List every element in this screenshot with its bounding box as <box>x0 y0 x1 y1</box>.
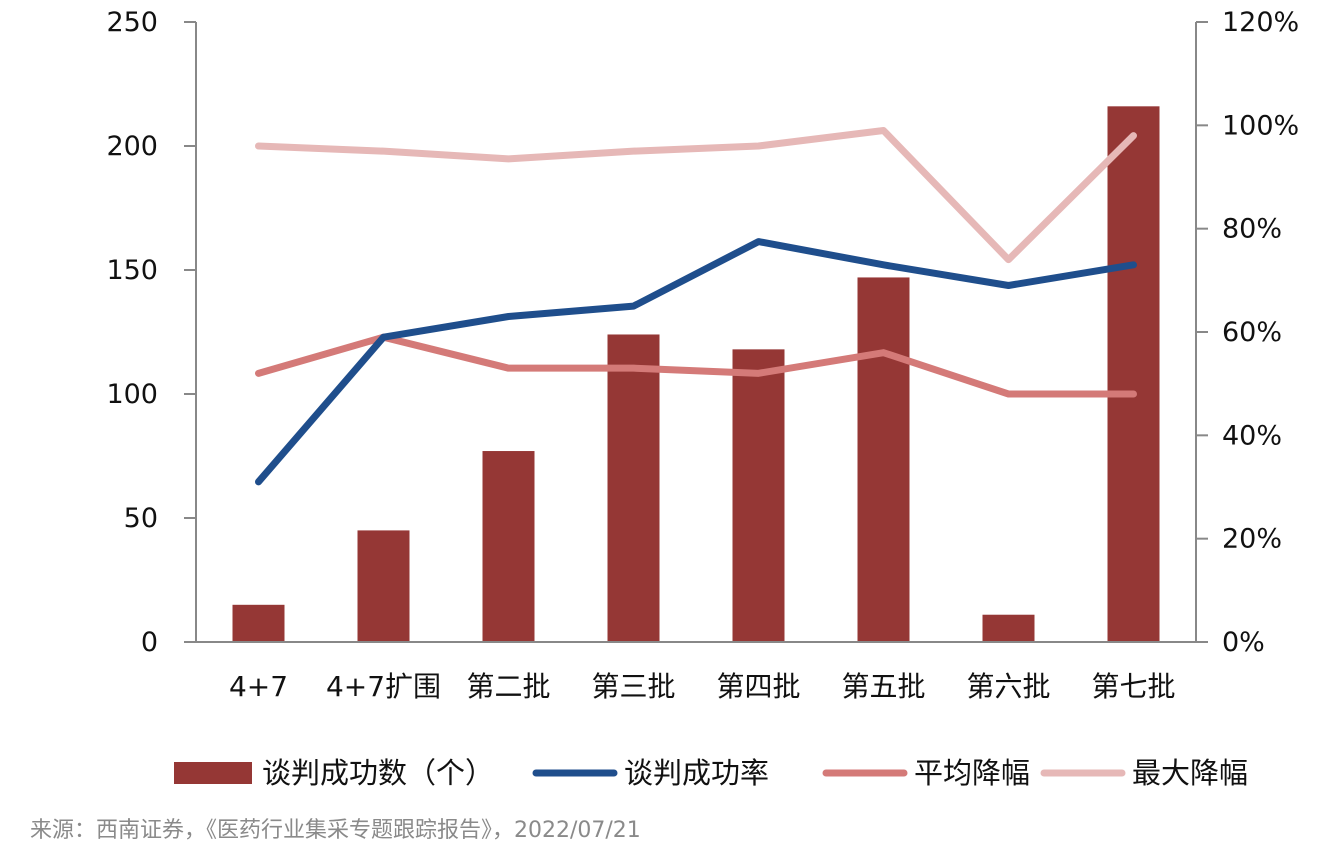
category-label: 第四批 <box>716 670 800 703</box>
category-label: 第六批 <box>966 670 1050 703</box>
legend-swatch-bar <box>174 762 252 784</box>
line-series-3 <box>259 131 1134 260</box>
legend-label-1: 谈判成功数（个） <box>262 756 494 790</box>
legend: 谈判成功数（个） 谈判成功率 平均降幅 最大降幅 <box>174 756 1248 790</box>
legend-label-2: 谈判成功率 <box>624 756 769 790</box>
right-tick-label: 100% <box>1222 110 1299 141</box>
left-tick-label: 0 <box>141 627 158 658</box>
bar-6 <box>858 277 910 642</box>
category-label: 第三批 <box>591 670 675 703</box>
category-label: 4+7扩围 <box>326 670 441 703</box>
category-label: 第七批 <box>1091 670 1175 703</box>
bar-8 <box>1108 106 1160 642</box>
left-tick-label: 250 <box>106 7 158 38</box>
bar-7 <box>983 615 1035 642</box>
category-label: 4+7 <box>229 670 288 703</box>
bar-2 <box>358 530 410 642</box>
bar-5 <box>733 349 785 642</box>
bar-4 <box>608 334 660 642</box>
right-tick-label: 40% <box>1222 420 1282 451</box>
bar-1 <box>233 605 285 642</box>
line-series-2 <box>259 337 1134 394</box>
legend-label-4: 最大降幅 <box>1132 756 1248 790</box>
left-tick-label: 150 <box>106 255 158 286</box>
line-series-1 <box>259 242 1134 482</box>
left-tick-label: 200 <box>106 131 158 162</box>
right-tick-label: 20% <box>1222 524 1282 555</box>
right-tick-label: 120% <box>1222 7 1299 38</box>
source-note: 来源：西南证券，《医药行业集采专题跟踪报告》，2022/07/21 <box>30 812 641 844</box>
category-label: 第五批 <box>841 670 925 703</box>
right-tick-label: 60% <box>1222 317 1282 348</box>
right-tick-label: 80% <box>1222 214 1282 245</box>
category-label: 第二批 <box>466 670 550 703</box>
left-tick-label: 50 <box>124 503 158 534</box>
bar-3 <box>483 451 535 642</box>
line-layer <box>258 130 1133 482</box>
left-tick-label: 100 <box>106 379 158 410</box>
right-tick-label: 0% <box>1222 627 1265 658</box>
legend-label-3: 平均降幅 <box>914 756 1030 790</box>
